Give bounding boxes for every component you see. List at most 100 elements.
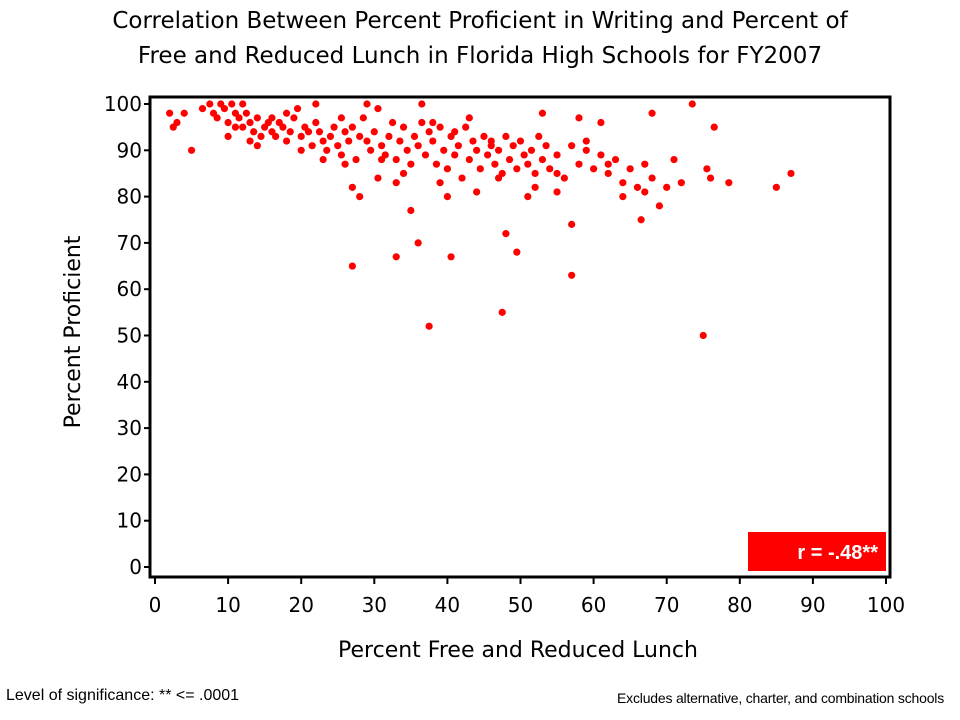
data-point [297, 132, 305, 141]
data-point [392, 155, 400, 164]
data-point [253, 114, 261, 122]
data-point [502, 230, 510, 238]
data-point [356, 132, 364, 141]
chart-title-line1: Correlation Between Percent Proficient i… [112, 8, 848, 34]
data-point [505, 155, 514, 164]
y-tick-label: 50 [117, 324, 142, 348]
data-point [250, 128, 258, 136]
correlation-label: r = -.48** [797, 542, 878, 564]
data-point [220, 105, 229, 113]
exclusion-note: Excludes alternative, charter, and combi… [617, 690, 944, 706]
data-point [597, 151, 605, 159]
data-point [421, 151, 430, 159]
data-point [538, 109, 547, 117]
data-point [568, 142, 576, 150]
data-point [282, 137, 291, 145]
data-point [663, 183, 671, 191]
data-point [359, 114, 367, 122]
data-point [403, 146, 411, 154]
data-point [308, 142, 316, 150]
data-point [699, 331, 707, 340]
data-point [787, 169, 795, 178]
data-point [315, 128, 324, 136]
data-point [228, 100, 236, 108]
data-point [568, 220, 576, 228]
data-point [374, 174, 382, 182]
y-axis-label: Percent Proficient [61, 235, 86, 428]
data-point [641, 188, 649, 196]
data-point [575, 114, 583, 122]
data-point [487, 142, 495, 150]
significance-note: Level of significance: ** <= .0001 [6, 687, 240, 704]
data-point [710, 123, 718, 131]
data-point [633, 183, 642, 191]
data-point [282, 109, 291, 117]
data-point [323, 146, 331, 154]
data-point [604, 169, 612, 178]
chart-title-line2: Free and Reduced Lunch in Florida High S… [137, 43, 823, 69]
data-point [772, 183, 780, 191]
data-point [469, 137, 477, 145]
data-point [494, 146, 503, 154]
data-point [491, 160, 499, 168]
data-point [494, 174, 503, 182]
data-point [330, 123, 338, 131]
data-point [187, 146, 196, 154]
data-point [538, 155, 547, 164]
data-point [462, 123, 470, 131]
data-point [498, 308, 506, 316]
data-point [319, 155, 327, 164]
data-point [326, 132, 335, 141]
data-point [458, 174, 466, 182]
y-tick-label: 30 [117, 416, 142, 440]
data-point [590, 165, 598, 173]
data-point [279, 123, 287, 131]
data-point [272, 132, 280, 141]
data-point [451, 128, 459, 136]
data-point [484, 151, 492, 159]
x-tick-label: 60 [581, 593, 606, 617]
data-point [374, 105, 382, 113]
data-point [542, 142, 550, 150]
y-tick-label: 60 [117, 277, 142, 301]
data-point [619, 193, 627, 201]
data-point [513, 165, 521, 173]
data-point [407, 160, 415, 168]
data-point [447, 253, 455, 261]
data-point [509, 142, 517, 150]
data-point [535, 132, 543, 141]
data-point [246, 137, 254, 145]
x-tick-label: 50 [508, 593, 533, 617]
data-point [312, 118, 320, 127]
data-point [348, 183, 356, 191]
data-point [268, 114, 276, 122]
data-point [224, 118, 232, 127]
data-point [637, 216, 645, 224]
data-point [626, 165, 634, 173]
x-tick-label: 100 [867, 593, 905, 617]
data-point [465, 114, 473, 122]
data-point [575, 160, 583, 168]
data-point [604, 160, 612, 168]
data-point [341, 160, 349, 168]
correlation-badge [748, 532, 886, 571]
data-point [399, 169, 408, 178]
data-point [312, 100, 320, 108]
y-tick-label: 70 [117, 231, 142, 255]
y-tick-label: 40 [117, 370, 142, 394]
data-point [432, 160, 441, 168]
data-point [531, 183, 539, 191]
data-point [706, 174, 715, 182]
data-point [378, 155, 386, 164]
x-axis-label: Percent Free and Reduced Lunch [338, 638, 698, 663]
data-point [392, 179, 400, 187]
data-point [414, 239, 422, 247]
data-point [231, 123, 240, 131]
data-point [304, 128, 313, 136]
data-point [213, 114, 221, 122]
data-point [418, 118, 426, 127]
data-point [392, 253, 400, 261]
data-point [242, 109, 250, 117]
data-point [363, 100, 371, 108]
data-point [524, 160, 532, 168]
